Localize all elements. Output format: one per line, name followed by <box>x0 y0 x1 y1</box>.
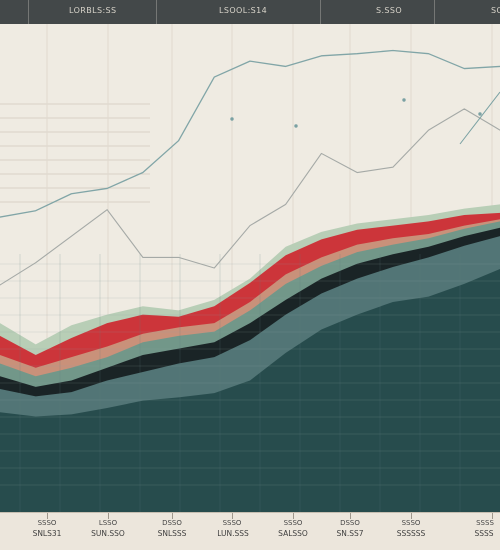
x-axis-label-bottom: SNLSSS <box>157 529 187 538</box>
x-axis-label-bottom: SN.SS7 <box>336 529 364 538</box>
x-axis-tick <box>47 513 48 519</box>
top-header-label: LSOOL:S14 <box>219 6 268 15</box>
x-axis-label-bottom: SSSS <box>474 529 494 538</box>
x-axis-label-top: SSSO <box>222 519 242 527</box>
x-axis-label-bottom: SUN.SSO <box>91 529 125 538</box>
line-point <box>402 98 406 102</box>
x-axis-tick <box>108 513 109 519</box>
stacked-area-chart <box>0 24 500 512</box>
overlay-line-extension <box>459 91 500 145</box>
top-divider <box>28 0 29 24</box>
chart-plot-area <box>0 24 500 512</box>
x-axis-tick <box>232 513 233 519</box>
x-axis-label-bottom: SSSSSS <box>396 529 426 538</box>
top-header-bar: LORBLS:SS LSOOL:S14 S.SSO SG <box>0 0 500 25</box>
top-divider <box>434 0 435 24</box>
x-axis-tick <box>293 513 294 519</box>
x-axis-label-bottom: SNLS31 <box>32 529 62 538</box>
x-axis-strip: SSSO SNLS31 LSSO SUN.SSO DSSO SNLSSS SSS… <box>0 512 500 550</box>
line-point <box>478 112 482 116</box>
x-axis-label-top: SSSS <box>476 519 494 527</box>
top-divider <box>156 0 157 24</box>
x-axis-label-top: SSSO <box>401 519 421 527</box>
x-axis-tick <box>172 513 173 519</box>
x-axis-tick <box>492 513 493 519</box>
overlay-line <box>0 108 500 286</box>
x-axis-label-top: DSSO <box>162 519 182 527</box>
x-axis-label-top: LSSO <box>98 519 118 527</box>
top-header-label: LORBLS:SS <box>69 6 117 15</box>
x-axis-tick <box>350 513 351 519</box>
x-axis-label-bottom: SALSSO <box>278 529 308 538</box>
x-axis-label-bottom: LUN.SSS <box>217 529 249 538</box>
x-axis-label-top: SSSO <box>283 519 303 527</box>
top-divider <box>320 0 321 24</box>
x-axis-tick <box>411 513 412 519</box>
line-point <box>294 124 298 128</box>
top-header-label: S.SSO <box>376 6 403 15</box>
x-axis-label-top: SSSO <box>37 519 57 527</box>
stacked-area-layer <box>0 269 500 512</box>
x-axis-label-top: DSSO <box>340 519 360 527</box>
overlay-line <box>0 49 500 218</box>
line-point <box>230 117 234 121</box>
top-header-label: SG <box>491 6 500 15</box>
